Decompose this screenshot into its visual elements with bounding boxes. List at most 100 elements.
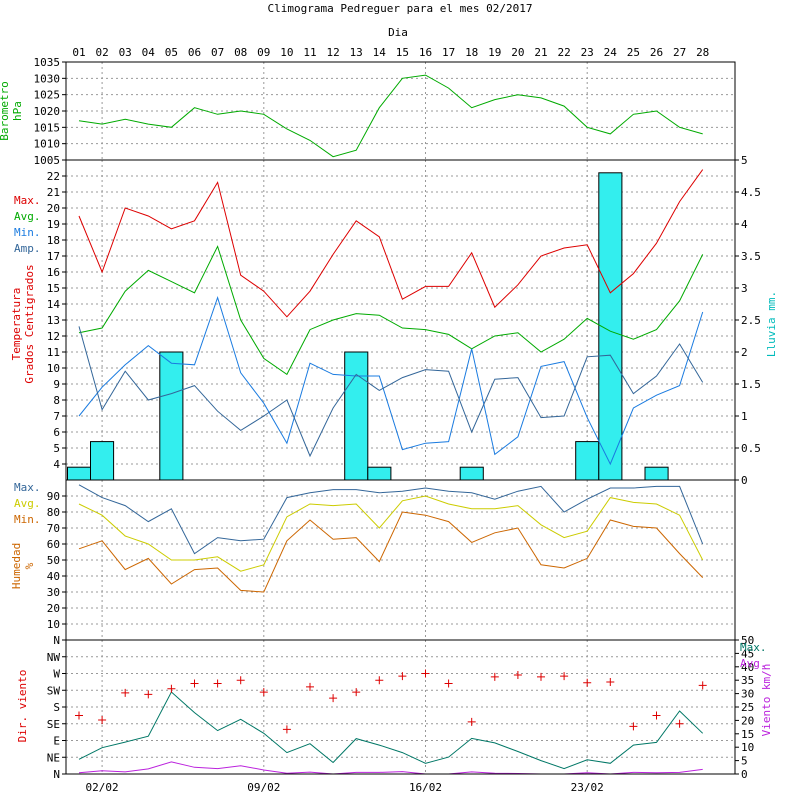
day-tick-label: 24	[604, 46, 618, 59]
rain-tick-label: 1	[741, 410, 748, 423]
x-axis-top-label: Dia	[388, 26, 408, 39]
wind-direction-mark	[652, 711, 661, 720]
chart-title: Climograma Pedreguer para el mes 02/2017	[268, 2, 533, 15]
humidity-tick-label: 90	[47, 490, 60, 503]
day-tick-label: 08	[234, 46, 247, 59]
barometer-axis-label: BarometrohPa	[0, 81, 24, 141]
temperature-tick-label: 14	[47, 298, 61, 311]
day-tick-label: 07	[211, 46, 224, 59]
humidity-tick-label: 40	[47, 570, 60, 583]
wind-direction-mark	[583, 678, 592, 687]
day-tick-label: 17	[442, 46, 455, 59]
wind-direction-mark	[306, 682, 314, 691]
temperature-line-amp	[78, 326, 704, 458]
rain-tick-label: 1.5	[741, 378, 761, 391]
temperature-legend-entry: Min.	[14, 226, 41, 239]
wind-direction-tick-label: E	[53, 735, 60, 748]
day-tick-label: 11	[303, 46, 316, 59]
temperature-line-max	[78, 169, 704, 318]
barometer-line	[78, 74, 703, 158]
wind-speed-tick-label: 30	[741, 688, 754, 701]
wind-legend-entry: Max.	[740, 641, 767, 654]
wind-direction-mark	[190, 679, 199, 688]
temperature-tick-label: 6	[53, 426, 60, 439]
wind-direction-tick-label: SW	[47, 684, 61, 697]
temperature-tick-label: 18	[47, 234, 60, 247]
humidity-legend-entry: Avg.	[14, 497, 41, 510]
week-tick-label: 16/02	[409, 781, 442, 794]
day-tick-label: 22	[557, 46, 570, 59]
wind-direction-tick-label: W	[53, 668, 60, 681]
humidity-axis-label: Humedad%	[10, 543, 36, 589]
day-tick-label: 27	[673, 46, 686, 59]
barometer-tick-label: 1015	[34, 121, 61, 134]
day-tick-label: 13	[350, 46, 363, 59]
humidity-tick-label: 50	[47, 554, 60, 567]
wind-direction-tick-label: N	[53, 768, 60, 781]
temperature-tick-label: 13	[47, 314, 60, 327]
wind-direction-tick-label: S	[53, 701, 60, 714]
rain-bar	[344, 351, 369, 481]
temperature-tick-label: 7	[53, 410, 60, 423]
wind-speed-tick-label: 0	[741, 768, 748, 781]
rain-tick-label: 2	[741, 346, 748, 359]
temperature-tick-label: 11	[47, 346, 60, 359]
wind-direction-mark	[537, 672, 545, 681]
wind-direction-mark	[98, 716, 107, 725]
rain-bar	[90, 441, 115, 481]
humidity-tick-label: 60	[47, 538, 60, 551]
humidity-tick-label: 70	[47, 522, 60, 535]
wind-speed-tick-label: 10	[741, 741, 754, 754]
humidity-tick-label: 20	[47, 602, 60, 615]
wind-direction-mark	[490, 672, 499, 681]
rain-tick-label: 4	[741, 218, 748, 231]
day-tick-label: 10	[280, 46, 293, 59]
wind-speed-tick-label: 35	[741, 674, 754, 687]
day-tick-label: 01	[72, 46, 85, 59]
temperature-tick-label: 4	[53, 458, 60, 471]
wind-direction-axis-label: Dir. viento	[16, 670, 29, 743]
wind-speed-tick-label: 20	[741, 714, 754, 727]
wind-speed-line-avg	[78, 761, 703, 775]
wind-speed-tick-label: 5	[741, 755, 748, 768]
day-tick-label: 05	[165, 46, 178, 59]
wind-direction-mark	[329, 694, 338, 703]
day-tick-label: 16	[419, 46, 432, 59]
wind-direction-mark	[513, 670, 522, 679]
barometer-tick-label: 1005	[34, 154, 61, 167]
wind-direction-mark	[444, 679, 453, 688]
wind-legend-entry: Avg.	[740, 657, 767, 670]
wind-speed-tick-label: 25	[741, 701, 754, 714]
day-tick-label: 02	[95, 46, 108, 59]
wind-direction-mark	[121, 688, 130, 697]
rain-tick-label: 0.5	[741, 442, 761, 455]
wind-direction-mark	[467, 717, 476, 726]
rain-tick-label: 0	[741, 474, 748, 487]
labels-layer: 01 02 03 04 05 06 07 08 09 10 11 12 13 14 15 16 17 18 19 20…	[0, 46, 778, 794]
day-tick-label: 04	[142, 46, 156, 59]
temperature-legend-entry: Amp.	[14, 242, 41, 255]
wind-speed-tick-label: 50	[741, 634, 754, 647]
wind-direction-mark	[375, 676, 384, 685]
week-tick-label: 02/02	[86, 781, 119, 794]
day-tick-label: 12	[326, 46, 339, 59]
day-tick-label: 14	[373, 46, 387, 59]
humidity-tick-label: 80	[47, 506, 60, 519]
rain-bar	[159, 351, 184, 481]
day-tick-label: 25	[627, 46, 640, 59]
temperature-line-avg	[78, 245, 704, 376]
rain-tick-label: 3	[741, 282, 748, 295]
week-tick-label: 23/02	[571, 781, 604, 794]
temperature-tick-label: 9	[53, 378, 60, 391]
rain-tick-label: 3.5	[741, 250, 761, 263]
humidity-line-min	[78, 511, 704, 593]
wind-speed-axis-label: Viento km/h	[760, 664, 773, 737]
humidity-line-max	[78, 484, 704, 555]
wind-direction-mark	[167, 684, 176, 693]
panel-frame-wind	[65, 639, 736, 775]
temperature-line-min	[78, 295, 704, 466]
wind-direction-tick-label: NE	[47, 751, 60, 764]
wind-direction-mark	[421, 669, 430, 678]
rain-bar	[67, 466, 92, 481]
